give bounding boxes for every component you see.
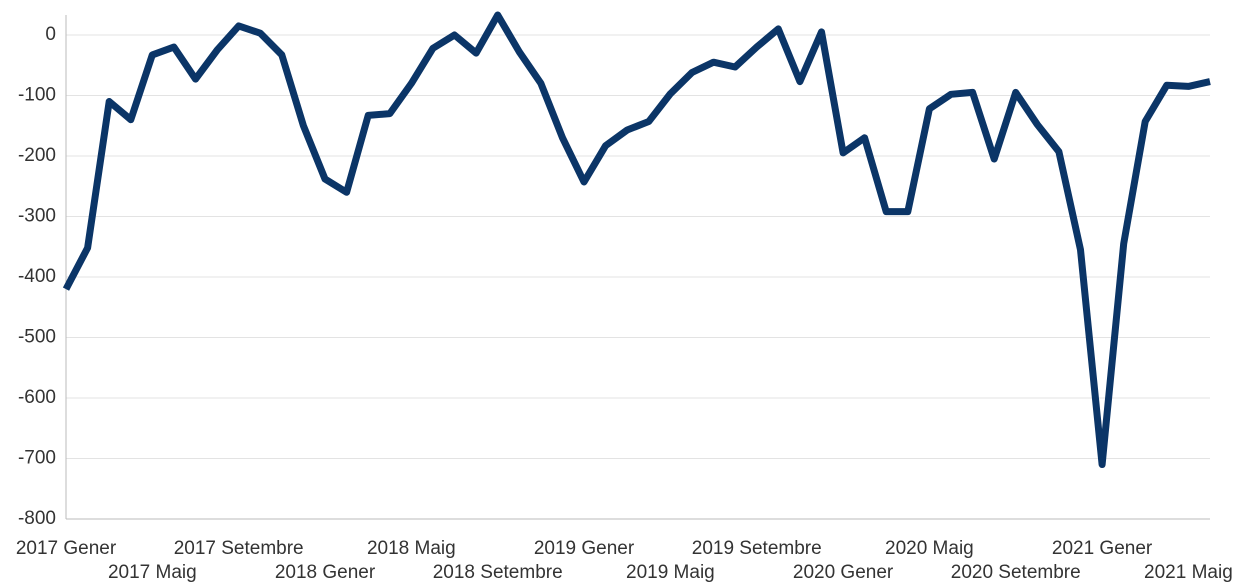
y-tick-label: -800 [18,508,56,529]
y-tick-label: -100 [18,84,56,105]
y-tick-label: -700 [18,448,56,469]
x-tick-label: 2020 Gener [793,562,894,583]
y-tick-label: 0 [45,24,56,45]
x-tick-label: 2017 Setembre [174,538,304,559]
y-tick-label: -500 [18,327,56,348]
y-tick-label: -300 [18,205,56,226]
x-tick-label: 2017 Gener [16,538,117,559]
x-tick-label: 2021 Gener [1052,538,1153,559]
y-tick-label: -600 [18,387,56,408]
x-tick-label: 2019 Maig [626,562,715,583]
x-tick-label: 2020 Maig [885,538,974,559]
x-tick-label: 2018 Gener [275,562,376,583]
x-tick-label: 2018 Maig [367,538,456,559]
x-tick-label: 2020 Setembre [951,562,1081,583]
data-line [62,11,1211,468]
x-tick-label: 2018 Setembre [433,562,563,583]
x-tick-label: 2019 Gener [534,538,635,559]
x-tick-label: 2017 Maig [108,562,197,583]
x-tick-label: 2019 Setembre [692,538,822,559]
x-tick-label: 2021 Maig [1144,562,1233,583]
y-tick-label: -400 [18,266,56,287]
y-tick-label: -200 [18,145,56,166]
